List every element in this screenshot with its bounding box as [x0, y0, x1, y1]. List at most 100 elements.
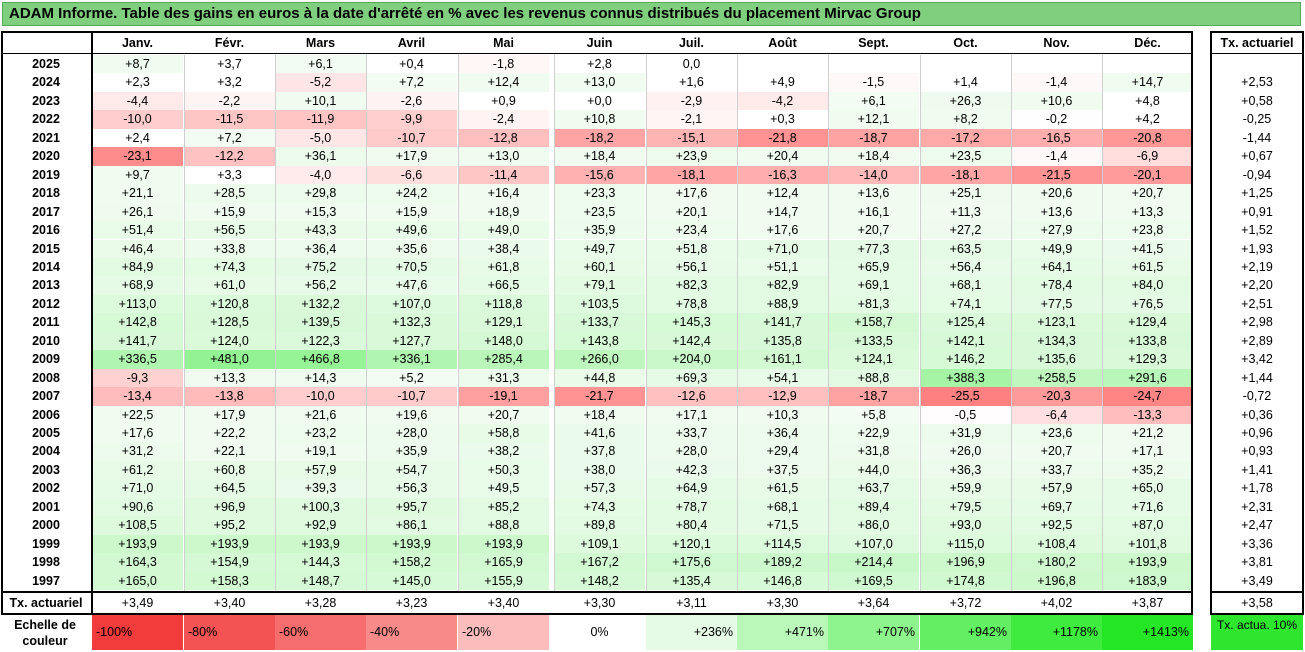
value-cell: +0,0 [554, 91, 645, 111]
value-cell: +74,3 [554, 497, 645, 517]
value-cell: +61,5 [1102, 257, 1193, 277]
value-cell: +57,3 [554, 479, 645, 498]
footer-rate: +3,58 [1241, 596, 1273, 611]
value-cell: +134,3 [1011, 331, 1102, 351]
value-cell: +146,8 [737, 571, 828, 591]
footer-cell: +3,23 [395, 596, 428, 611]
value-cell: -18,1 [920, 165, 1011, 185]
value-cell: +95,2 [184, 516, 275, 535]
value-cell: +96,9 [184, 497, 275, 517]
value-cell: +133,7 [554, 313, 645, 332]
rate-cell: +2,98 [1241, 315, 1273, 330]
rate-cell: +2,20 [1241, 278, 1273, 293]
value-cell: +35,6 [366, 239, 457, 258]
value-cell [1011, 55, 1102, 74]
value-cell: +26,3 [920, 91, 1011, 111]
value-cell: +108,4 [1011, 534, 1102, 554]
value-cell: +1,4 [920, 73, 1011, 92]
value-cell: +108,5 [92, 516, 183, 535]
value-cell: +100,3 [275, 497, 366, 517]
value-cell: +481,0 [184, 350, 275, 369]
year-label: 2018 [32, 186, 60, 201]
footer-cell: +3,49 [121, 596, 154, 611]
footer-cell: +3,64 [857, 596, 890, 611]
year-label: 2016 [32, 223, 60, 238]
value-cell: +165,9 [458, 553, 549, 572]
value-cell: -24,7 [1102, 387, 1193, 406]
value-cell: +13,3 [1102, 202, 1193, 222]
value-cell: +6,1 [828, 91, 919, 111]
value-cell: +44,8 [554, 368, 645, 388]
value-cell: -20,8 [1102, 128, 1193, 148]
value-cell: +158,3 [184, 571, 275, 591]
value-cell: +17,1 [1102, 442, 1193, 461]
year-label: 1999 [32, 536, 60, 551]
value-cell: +120,8 [184, 294, 275, 314]
column-divider [458, 55, 459, 592]
value-cell: +132,3 [366, 313, 457, 332]
value-cell: +20,4 [737, 147, 828, 166]
value-cell: +183,9 [1102, 571, 1193, 591]
month-header: Août [768, 36, 797, 50]
value-cell: +81,3 [828, 294, 919, 314]
value-cell: +129,4 [1102, 313, 1193, 332]
value-cell: +158,7 [828, 313, 919, 332]
value-cell: +3,3 [184, 165, 275, 185]
value-cell: -1,8 [458, 55, 549, 74]
value-cell: +196,8 [1011, 571, 1102, 591]
month-header: Sept. [858, 36, 889, 50]
value-cell: +77,3 [828, 239, 919, 258]
footer-divider-rate [1210, 591, 1304, 594]
value-cell: +107,0 [828, 534, 919, 554]
value-cell: +118,8 [458, 294, 549, 314]
value-cell: +132,2 [275, 294, 366, 314]
value-cell: +56,4 [920, 257, 1011, 277]
value-cell: +88,8 [458, 516, 549, 535]
value-cell: +103,5 [554, 294, 645, 314]
footer-cell: +3,28 [304, 596, 337, 611]
value-cell: +14,3 [275, 368, 366, 388]
value-cell: -9,3 [92, 368, 183, 388]
column-divider [920, 55, 921, 592]
value-cell: +18,4 [554, 147, 645, 166]
value-cell: +68,1 [920, 276, 1011, 295]
value-cell: +291,6 [1102, 368, 1193, 388]
scale-swatch: -60% [275, 615, 366, 650]
value-cell: +5,8 [828, 405, 919, 424]
value-cell: +71,0 [92, 479, 183, 498]
value-cell: +161,1 [737, 350, 828, 369]
value-cell: -17,2 [920, 128, 1011, 148]
value-cell: +20,7 [1011, 442, 1102, 461]
value-cell: -2,4 [458, 110, 549, 129]
month-header: Janv. [121, 36, 154, 50]
value-cell: -4,0 [275, 165, 366, 185]
value-cell: +144,3 [275, 553, 366, 572]
month-header: Févr. [214, 36, 245, 50]
value-cell: +139,5 [275, 313, 366, 332]
value-cell: -1,5 [828, 73, 919, 92]
rate-header: Tx. actuariel [1220, 36, 1294, 50]
footer-divider [1, 591, 1193, 594]
value-cell: +89,8 [554, 516, 645, 535]
value-cell [1102, 55, 1193, 74]
rate-cell: +0,96 [1241, 426, 1273, 440]
value-cell: -21,5 [1011, 165, 1102, 185]
value-cell: +43,3 [275, 221, 366, 240]
year-label: 2025 [32, 57, 60, 71]
rate-cell: +1,41 [1241, 462, 1273, 477]
value-cell: +57,9 [1011, 479, 1102, 498]
value-cell: +36,3 [920, 460, 1011, 480]
footer-label: Tx. actuariel [9, 596, 83, 611]
value-cell: +88,8 [828, 368, 919, 388]
value-cell: -16,5 [1011, 128, 1102, 148]
value-cell: +23,2 [275, 424, 366, 443]
rate-cell: +2,89 [1241, 333, 1273, 348]
value-cell: +22,1 [184, 442, 275, 461]
value-cell: +133,8 [1102, 331, 1193, 351]
value-cell: +84,9 [92, 257, 183, 277]
value-cell: -18,7 [828, 387, 919, 406]
value-cell: +21,6 [275, 405, 366, 424]
value-cell: -6,9 [1102, 147, 1193, 166]
value-cell: -13,3 [1102, 405, 1193, 424]
value-cell: +38,4 [458, 239, 549, 258]
